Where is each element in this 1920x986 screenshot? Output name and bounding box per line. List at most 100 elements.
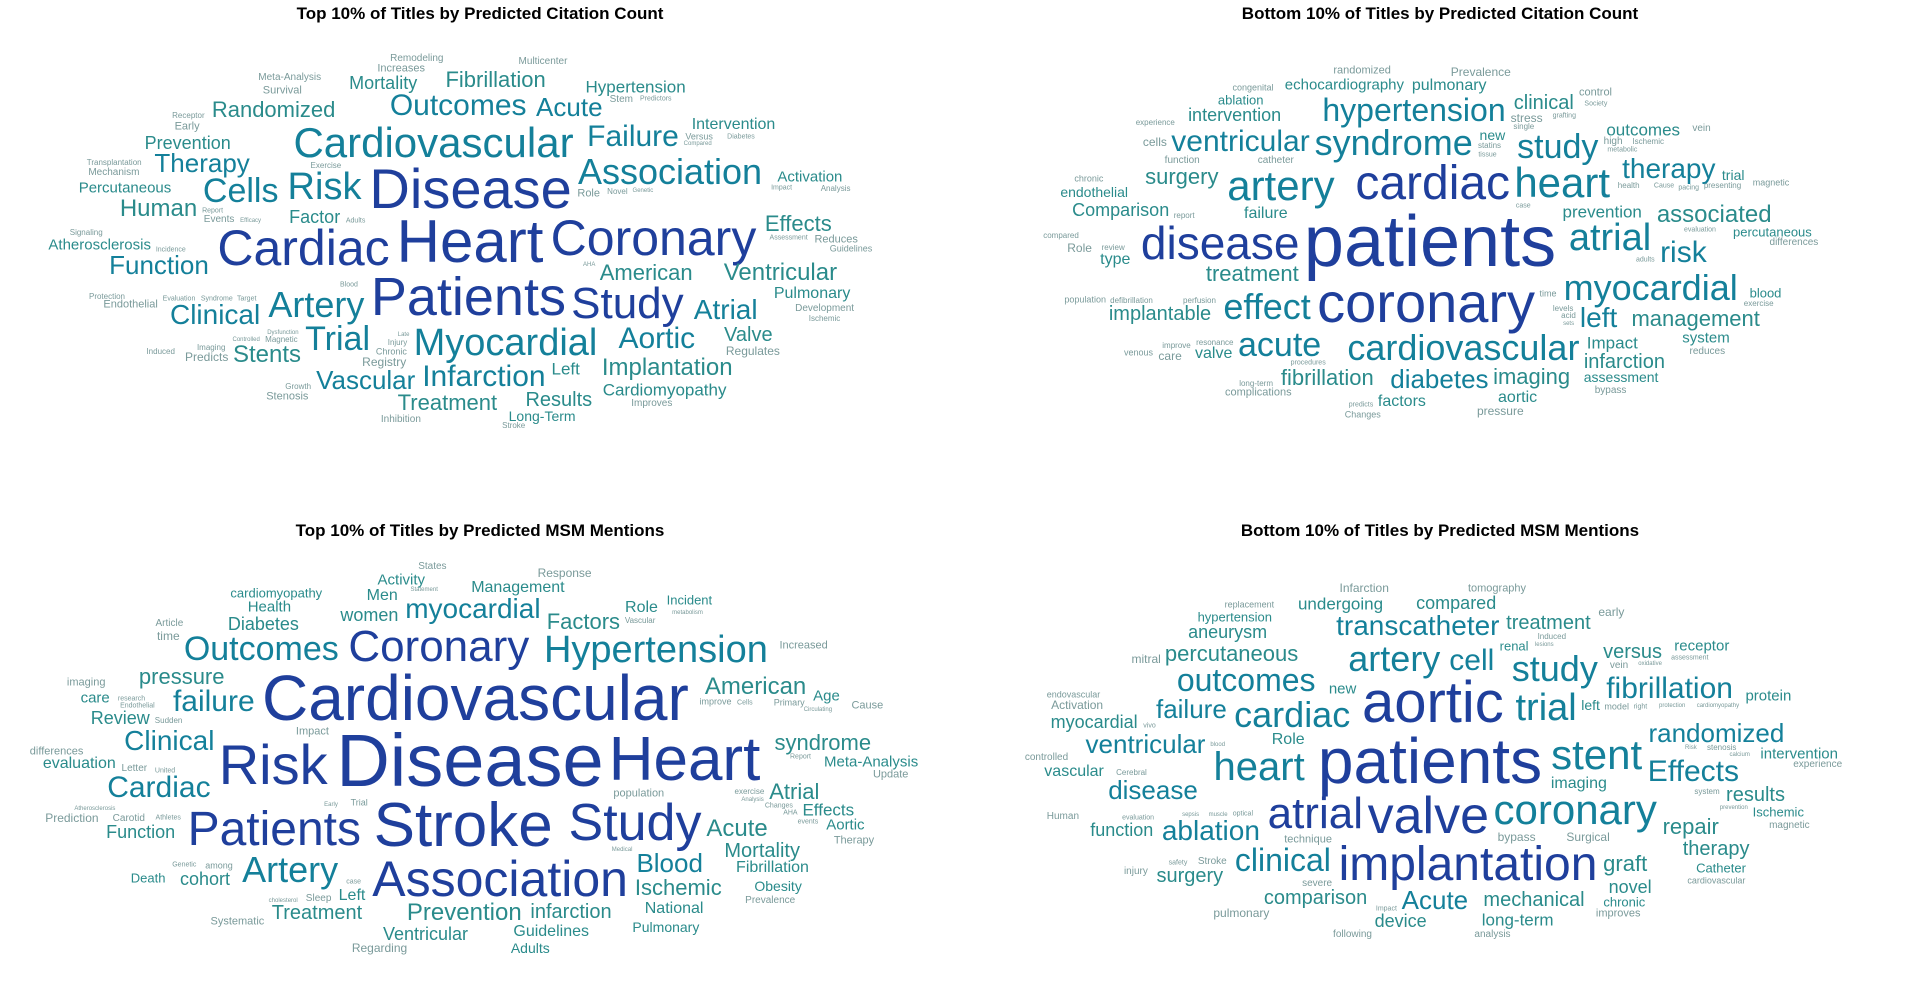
- cloud-word: effect: [1223, 285, 1311, 327]
- cloud-word: Increased: [779, 639, 828, 652]
- cloud-word: cells: [1142, 134, 1167, 149]
- cloud-word: function: [1090, 820, 1154, 841]
- cloud-word: Diabetes: [727, 133, 755, 141]
- cloud-word: syndrome: [1314, 122, 1473, 164]
- cloud-word: Artery: [242, 849, 339, 890]
- cloud-word: Ischemic: [808, 314, 841, 324]
- cloud-word: Prevention: [406, 899, 522, 926]
- cloud-word: endothelial: [1060, 184, 1129, 201]
- cloud-word: improve: [1162, 340, 1191, 350]
- cloud-word: pulmonary: [1213, 906, 1270, 921]
- cloud-word: Disease: [369, 156, 572, 220]
- cloud-word: States: [418, 560, 447, 572]
- cloud-word: failure: [1244, 204, 1288, 222]
- cloud-word: atrial: [1267, 789, 1363, 839]
- cloud-word: Human: [119, 195, 198, 223]
- cloud-word: Meta-Analysis: [258, 72, 322, 84]
- cloud-word: evaluation: [42, 755, 116, 773]
- cloud-word: Cardiac: [217, 219, 390, 276]
- cloud-word: disease: [1108, 774, 1198, 805]
- cloud-word: Versus: [685, 131, 713, 142]
- panel-title: Bottom 10% of Titles by Predicted MSM Me…: [1240, 521, 1640, 540]
- cloud-word: Guidelines: [829, 243, 873, 254]
- cloud-word: Study: [568, 794, 702, 853]
- cloud-word: Infarction: [1339, 580, 1389, 595]
- cloud-word: Impact: [1375, 905, 1397, 913]
- cloud-word: vivo: [1143, 722, 1156, 730]
- cloud-word: research: [117, 695, 146, 702]
- cloud-word: health: [1617, 180, 1640, 190]
- cloud-word: Factor: [289, 206, 341, 227]
- cloud-word: Endothelial: [103, 298, 158, 311]
- cloud-word: ablation: [1217, 92, 1264, 108]
- cloud-word: Prevention: [144, 132, 231, 153]
- cloud-word: pulmonary: [1411, 77, 1487, 94]
- cloud-word: Vascular: [624, 616, 656, 625]
- cloud-word: perfusion: [1183, 295, 1216, 305]
- cloud-word: myocardial: [1050, 712, 1138, 732]
- cloud-word: Impact: [295, 725, 329, 738]
- cloud-word: Regarding: [351, 941, 408, 956]
- cloud-word: vein: [1692, 123, 1711, 135]
- cloud-word: protein: [1745, 687, 1792, 705]
- cloud-word: injury: [1123, 865, 1148, 877]
- cloud-word: Cardiovascular: [261, 661, 689, 734]
- cloud-word: heart: [1213, 744, 1305, 789]
- cloud-word: myocardial: [405, 593, 541, 625]
- cloud-word: Coronary: [348, 622, 530, 672]
- cloud-word: model: [1604, 701, 1629, 712]
- cloud-word: novel: [1608, 876, 1652, 897]
- cloud-word: Acute: [536, 92, 603, 123]
- cloud-word: Cause: [1653, 182, 1675, 190]
- cloud-word: heart: [1514, 158, 1611, 206]
- cloud-word: cohort: [179, 869, 231, 890]
- cloud-word: myocardial: [1563, 266, 1738, 308]
- cloud-word: Surgical: [1566, 829, 1610, 844]
- cloud-word: prevention: [1562, 202, 1642, 222]
- cloud-word: Role: [577, 187, 600, 200]
- cloud-word: versus: [1603, 641, 1663, 664]
- cloud-word: Effects: [802, 800, 855, 820]
- cloud-word: case: [1515, 202, 1531, 210]
- cloud-word: imaging: [1550, 774, 1607, 792]
- cloud-word: Outcomes: [183, 629, 339, 668]
- cloud-word: protection: [1659, 702, 1686, 709]
- cloud-word: Atrial: [769, 779, 820, 804]
- cloud-word: Association: [577, 150, 763, 192]
- cloud-word: blood: [1749, 285, 1782, 301]
- cloud-word: Medical: [611, 847, 633, 854]
- cloud-word: Signaling: [69, 228, 103, 237]
- cloud-word: Genetic: [632, 188, 654, 195]
- cloud-word: Artery: [268, 284, 365, 326]
- cloud-word: trial: [1721, 167, 1745, 184]
- cloud-word: therapy: [1682, 838, 1750, 860]
- cloud-word: Events: [203, 214, 235, 225]
- cloud-word: Activation: [1051, 698, 1104, 713]
- cloud-word: Development: [795, 303, 855, 314]
- cloud-word: valve: [1367, 787, 1489, 846]
- cloud-word: blood: [1210, 741, 1226, 748]
- cloud-word: renal: [1499, 638, 1529, 654]
- cloud-word: Target: [236, 295, 257, 303]
- cloud-word: chronic: [1603, 894, 1646, 910]
- cloud-word: cardiomyopathy: [1696, 702, 1740, 709]
- panel-title: Bottom 10% of Titles by Predicted Citati…: [1241, 4, 1639, 23]
- cloud-word: implantation: [1338, 837, 1598, 891]
- cloud-word: report: [1173, 211, 1195, 221]
- cloud-word: Results: [525, 388, 593, 411]
- cloud-word: Long-Term: [508, 407, 576, 424]
- cloud-word: study: [1517, 127, 1599, 166]
- cloud-word: prevention: [1719, 804, 1748, 811]
- cloud-word: improve: [699, 696, 732, 707]
- cloud-word: Syndrome: [200, 295, 233, 303]
- cloud-word: Atherosclerosis: [74, 805, 116, 812]
- cloud-word: Changes: [1344, 409, 1381, 420]
- cloud-word: Stem: [609, 94, 633, 106]
- panel-title: Top 10% of Titles by Predicted MSM Menti…: [295, 521, 665, 540]
- cloud-word: Early: [324, 802, 338, 809]
- cloud-word: Predictors: [640, 95, 672, 103]
- cloud-word: optical: [1232, 810, 1254, 818]
- cloud-word: fibrillation: [1280, 364, 1374, 390]
- cloud-word: stent: [1551, 730, 1643, 778]
- cloud-word: adults: [1635, 256, 1655, 264]
